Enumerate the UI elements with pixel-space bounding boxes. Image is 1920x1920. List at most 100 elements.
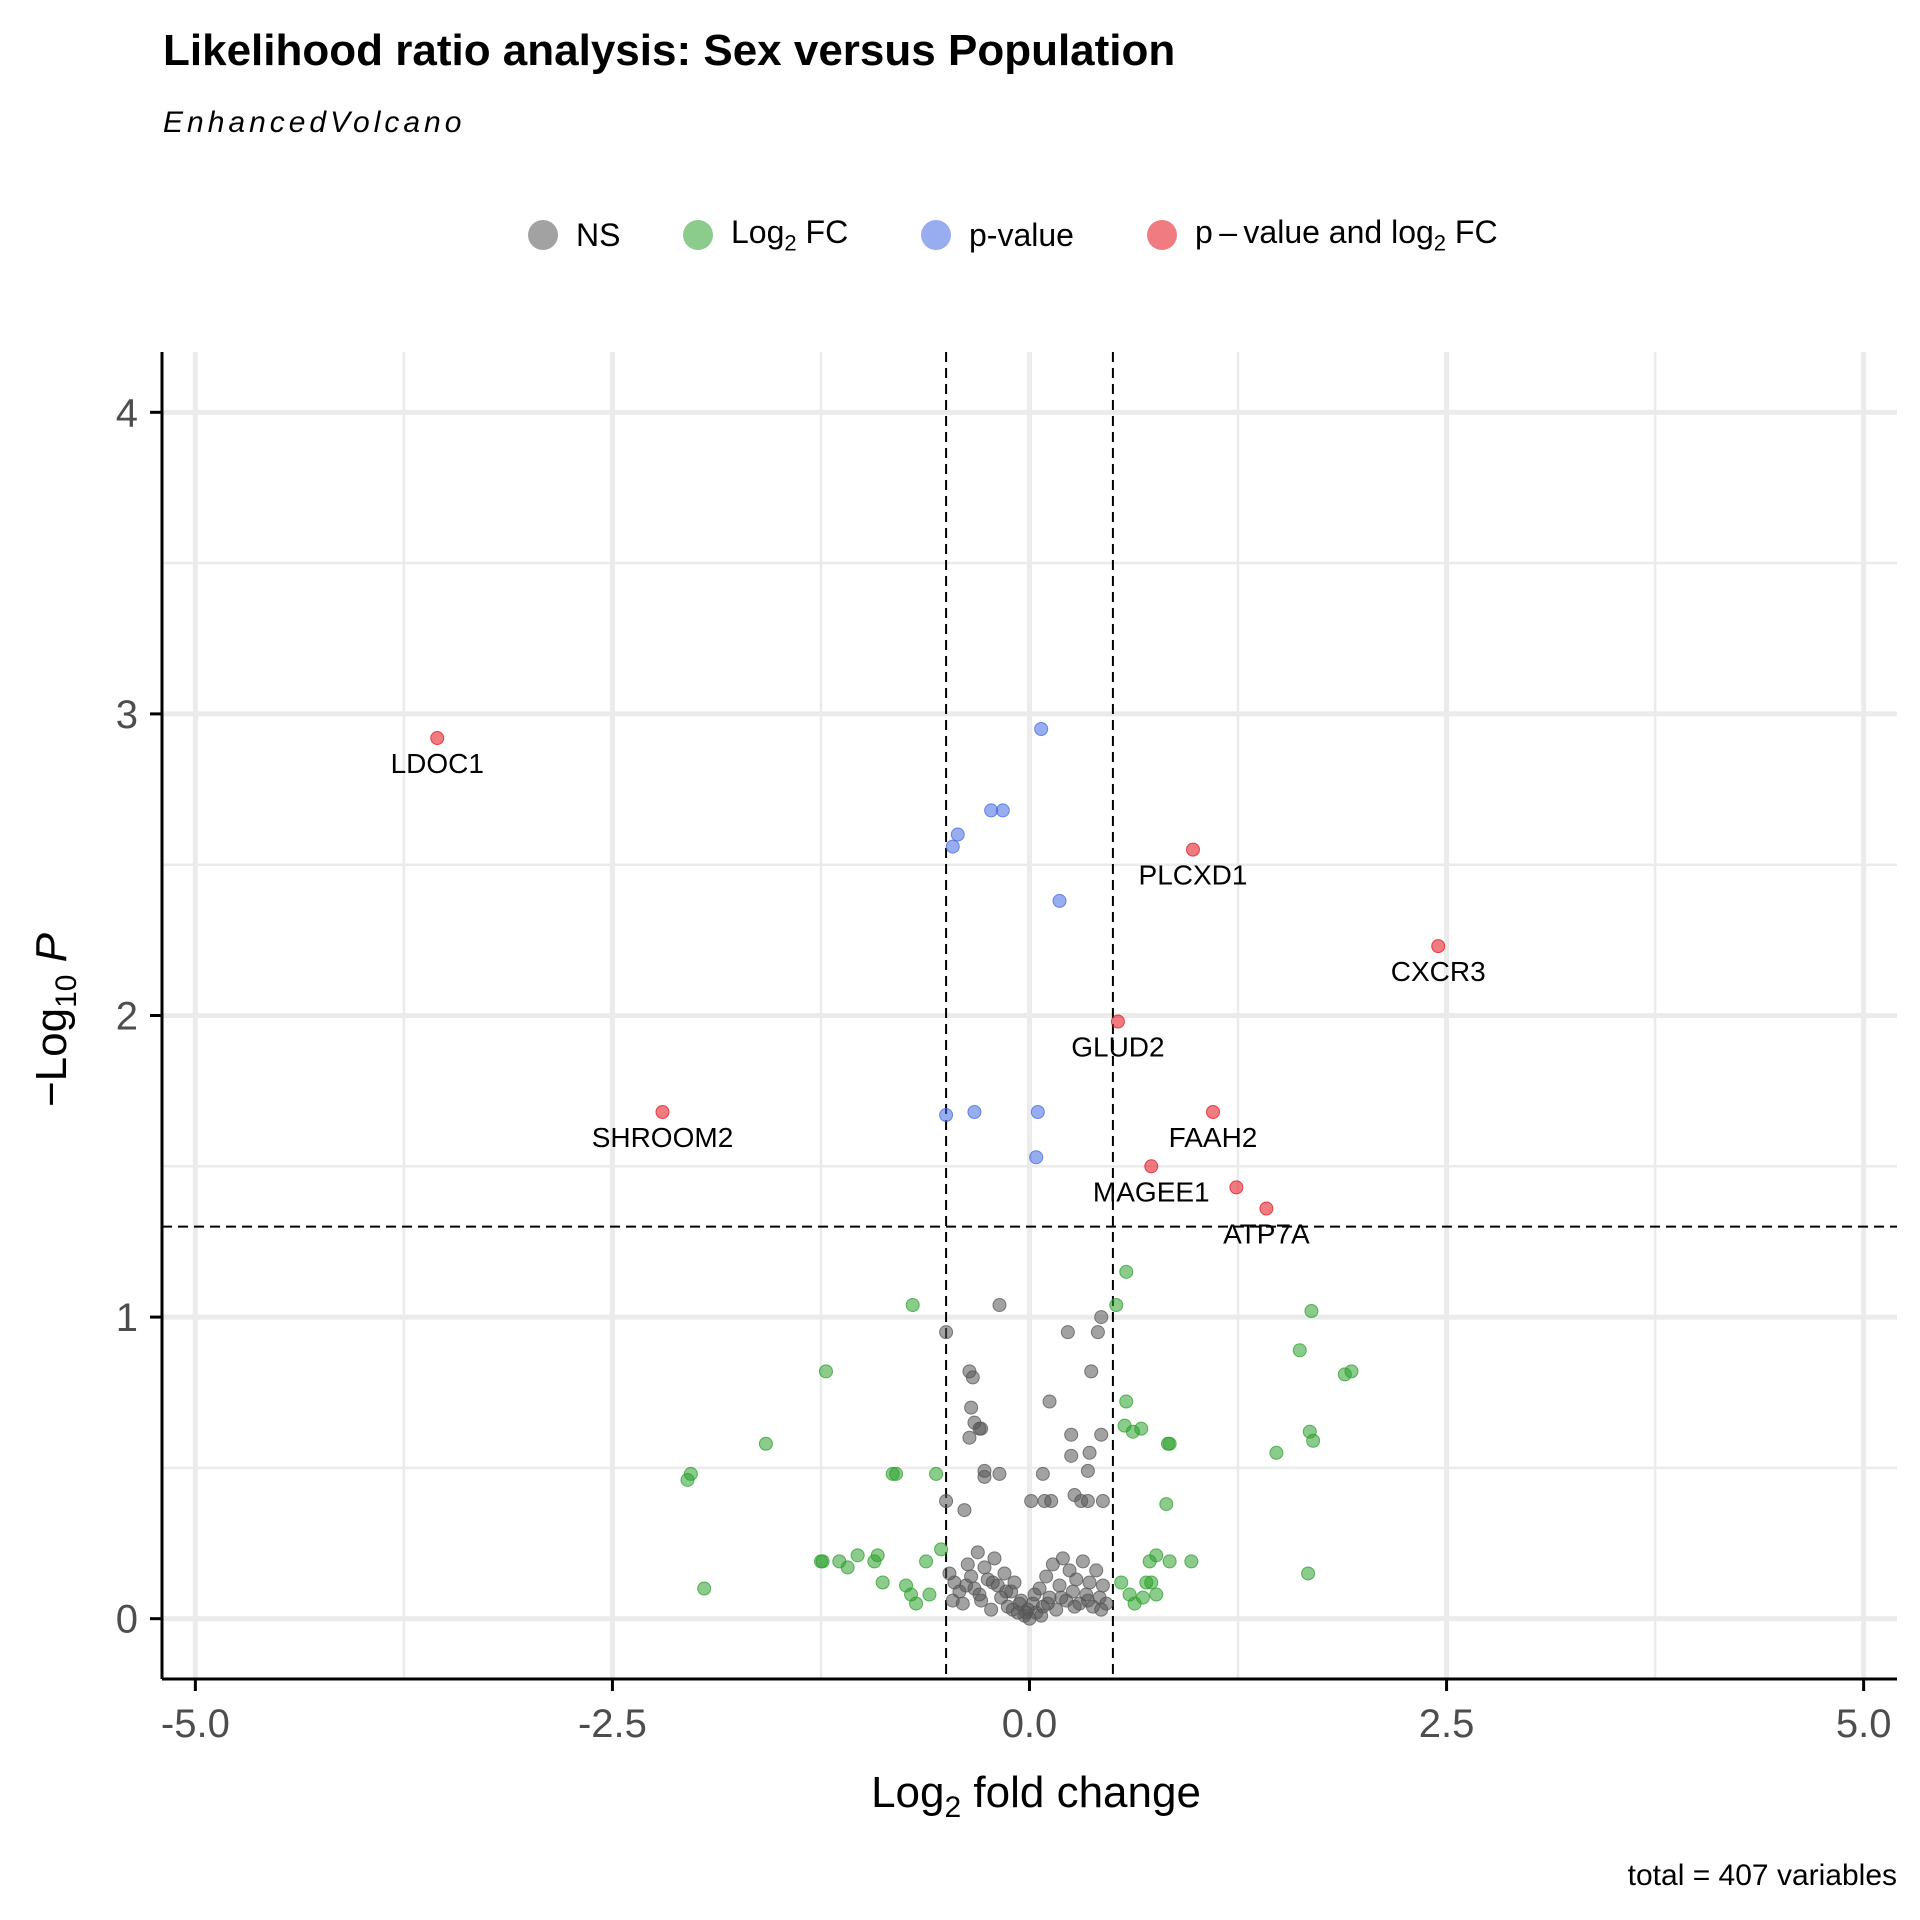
- data-point: [1306, 1433, 1321, 1448]
- data-point: [995, 803, 1010, 818]
- legend-swatch-log2fc: [683, 220, 713, 250]
- data-point: [1044, 1494, 1059, 1509]
- data-point: [889, 1466, 904, 1481]
- data-point: [934, 1542, 949, 1557]
- data-point: [1019, 1605, 1034, 1620]
- data-point: [1082, 1445, 1097, 1460]
- data-point: [1162, 1554, 1177, 1569]
- data-point: [1084, 1364, 1099, 1379]
- data-point: [919, 1554, 934, 1569]
- legend-label-pvalue: p-value: [969, 216, 1074, 253]
- data-point: [1095, 1578, 1110, 1593]
- data-point: [1162, 1436, 1177, 1451]
- point-label: LDOC1: [391, 748, 484, 779]
- legend-swatch-pvalue: [921, 220, 951, 250]
- data-point: [939, 1325, 954, 1340]
- data-point: [1184, 1554, 1199, 1569]
- data-point: [1007, 1575, 1022, 1590]
- point-labels: LDOC1 SHROOM2 PLCXD1 CXCR3 GLUD2 FAAH2 MAGEE1 A…: [391, 748, 1486, 1249]
- data-point: [1065, 1584, 1080, 1599]
- data-point: [1034, 1608, 1049, 1623]
- legend-item-ns: NS: [528, 205, 620, 265]
- data-point: [987, 1551, 1002, 1566]
- data-point: [972, 1587, 987, 1602]
- data-point: [962, 1430, 977, 1445]
- data-point: [1060, 1325, 1075, 1340]
- data-point: [909, 1596, 924, 1611]
- data-point: [957, 1503, 972, 1518]
- data-point: [967, 1105, 982, 1120]
- data-point: [697, 1581, 712, 1596]
- data-point: [758, 1436, 773, 1451]
- legend-item-log2fc: Log2 FC: [683, 205, 848, 265]
- data-point: [1094, 1427, 1109, 1442]
- data-point: [1090, 1325, 1105, 1340]
- data-point: [1110, 1014, 1125, 1029]
- data-point: [970, 1545, 985, 1560]
- data-point: [1069, 1572, 1084, 1587]
- data-point: [1052, 893, 1067, 908]
- data-point: [1080, 1593, 1095, 1608]
- data-point: [1040, 1596, 1055, 1611]
- data-point: [1064, 1448, 1079, 1463]
- y-tick-label: 4: [116, 391, 138, 435]
- data-point: [875, 1575, 890, 1590]
- x-axis-title: Log2 fold change: [871, 1768, 1201, 1824]
- data-point: [977, 1560, 992, 1575]
- chart-subtitle: EnhancedVolcano: [163, 106, 466, 139]
- point-label: GLUD2: [1071, 1032, 1164, 1063]
- data-point: [1114, 1575, 1129, 1590]
- data-point: [840, 1560, 855, 1575]
- legend-label-log2fc: Log2 FC: [731, 213, 849, 256]
- data-point: [959, 1578, 974, 1593]
- data-point: [939, 1494, 954, 1509]
- data-point: [1095, 1494, 1110, 1509]
- data-point: [818, 1364, 833, 1379]
- data-point: [997, 1566, 1012, 1581]
- data-point: [1067, 1599, 1082, 1614]
- y-tick-label: 2: [116, 995, 138, 1039]
- data-point: [1034, 721, 1049, 736]
- data-point: [1094, 1602, 1109, 1617]
- data-point: [1301, 1566, 1316, 1581]
- data-point: [815, 1554, 830, 1569]
- legend-label-ns: NS: [576, 216, 621, 253]
- data-point: [929, 1466, 944, 1481]
- point-label: ATP7A: [1223, 1219, 1310, 1250]
- data-point: [870, 1548, 885, 1563]
- data-point: [965, 1370, 980, 1385]
- data-point: [1039, 1569, 1054, 1584]
- data-point: [1269, 1445, 1284, 1460]
- x-tick-label: -2.5: [578, 1702, 647, 1746]
- legend-swatch-pvalue-and-log2fc: [1147, 220, 1177, 250]
- data-point: [1055, 1551, 1070, 1566]
- data-point: [430, 731, 445, 746]
- data-point: [1064, 1427, 1079, 1442]
- data-point: [1080, 1494, 1095, 1509]
- data-point: [1109, 1298, 1124, 1313]
- point-label: FAAH2: [1169, 1122, 1258, 1153]
- legend: NS Log2 FC p-value p – value and log2 FC: [0, 205, 1920, 265]
- data-point: [1035, 1466, 1050, 1481]
- legend-label-pvalue-and-log2fc: p – value and log2 FC: [1195, 213, 1498, 256]
- data-point: [1094, 1310, 1109, 1325]
- axes: -5.0 -2.5 0.0 2.5 5.0 0 1 2 3 4: [116, 352, 1897, 1746]
- data-point: [1089, 1563, 1104, 1578]
- data-point: [1075, 1554, 1090, 1569]
- data-point: [984, 1602, 999, 1617]
- data-point: [1052, 1578, 1067, 1593]
- data-point: [992, 1466, 1007, 1481]
- data-point: [1134, 1421, 1149, 1436]
- data-point: [1027, 1587, 1042, 1602]
- data-point: [939, 1108, 954, 1123]
- data-point: [1082, 1575, 1097, 1590]
- data-point: [984, 803, 999, 818]
- data-point: [683, 1466, 698, 1481]
- data-point: [1005, 1602, 1020, 1617]
- data-point: [1042, 1394, 1057, 1409]
- data-point: [1259, 1201, 1274, 1216]
- data-point: [655, 1105, 670, 1120]
- data-point: [1054, 1590, 1069, 1605]
- data-point: [1119, 1394, 1134, 1409]
